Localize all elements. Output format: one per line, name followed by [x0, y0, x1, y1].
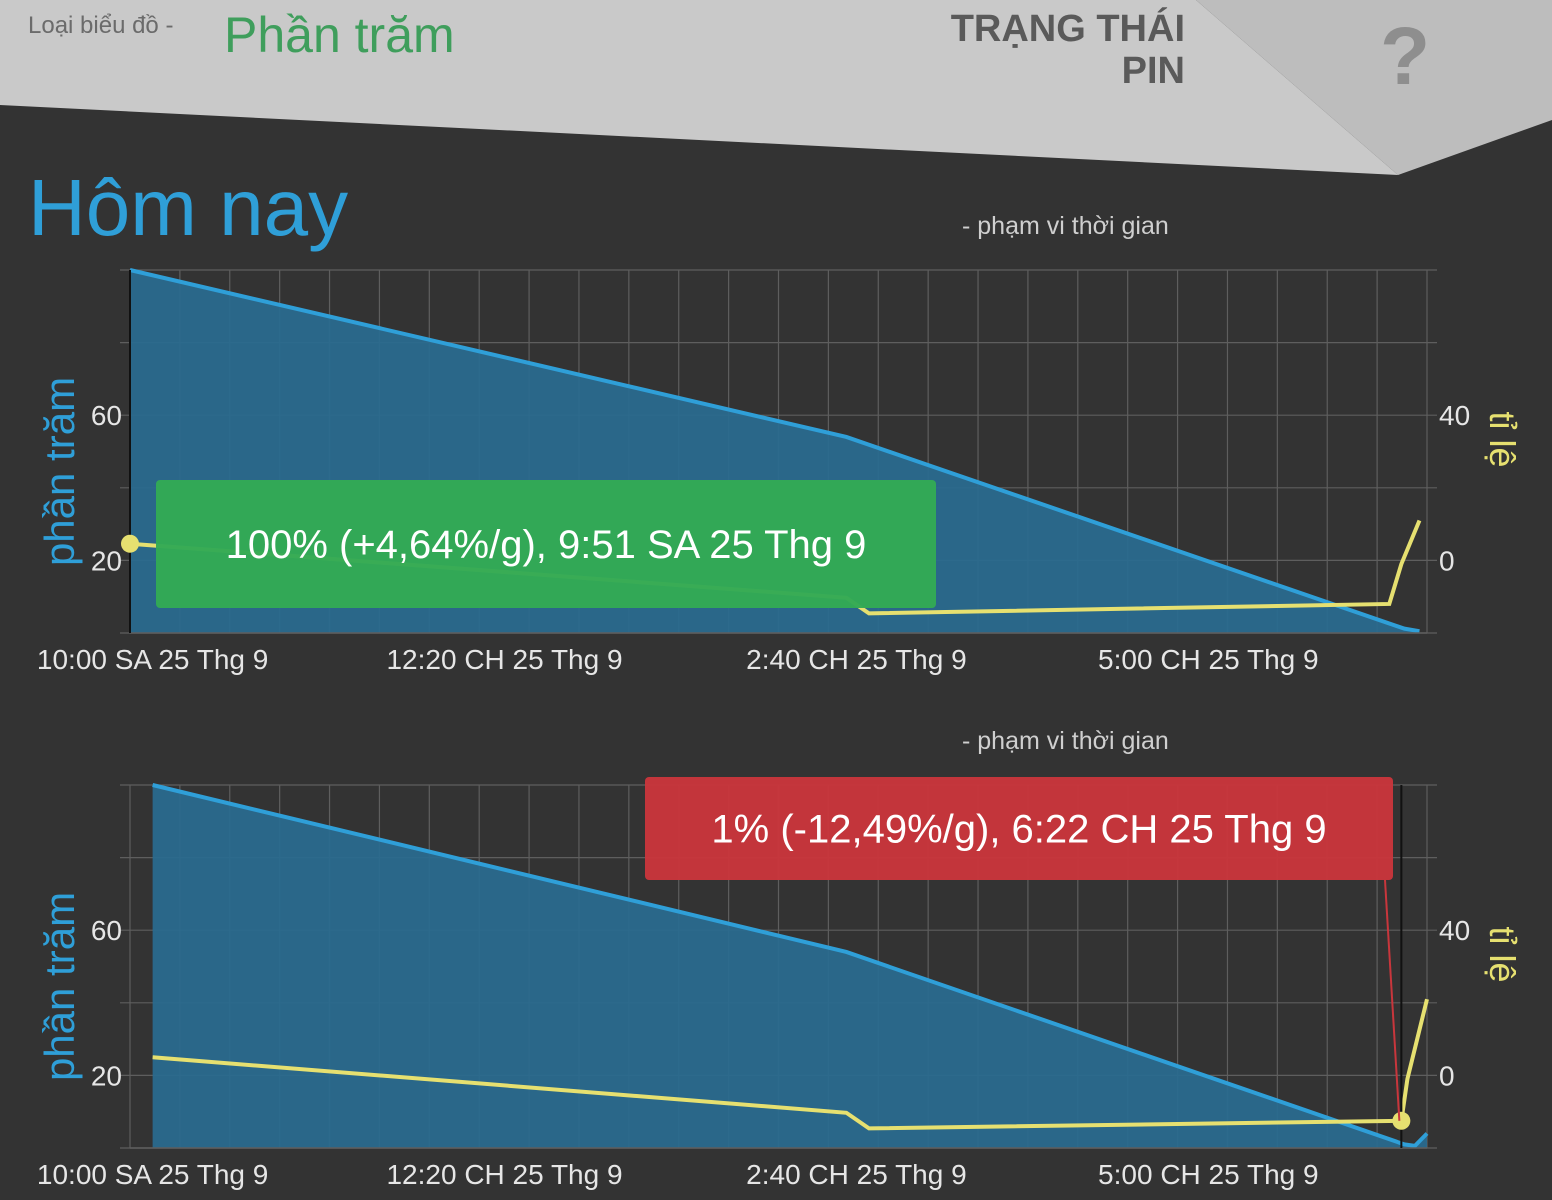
x-tick-label: 12:20 CH 25 Thg 9: [386, 644, 622, 675]
y-axis-label: phần trăm: [36, 892, 83, 1081]
chart-type-selector[interactable]: Phần trăm: [224, 7, 455, 63]
y2-tick-label: 0: [1439, 545, 1455, 576]
value-tooltip: 100% (+4,64%/g), 9:51 SA 25 Thg 9: [156, 480, 936, 608]
y-axis-label: phần trăm: [36, 377, 83, 566]
y2-axis-label: tỉ lệ: [1482, 411, 1523, 467]
tooltip-text: 100% (+4,64%/g), 9:51 SA 25 Thg 9: [226, 523, 867, 567]
percent-line: [129, 268, 1420, 634]
battery-chart-2[interactable]: 1% (-12,49%/g), 6:22 CH 25 Thg 9 10:00 SA…: [0, 765, 1552, 1200]
y-tick-label: 20: [91, 545, 122, 576]
time-range-button[interactable]: - phạm vi thời gian: [962, 727, 1169, 755]
x-tick-label: 10:00 SA 25 Thg 9: [37, 644, 268, 675]
percent-line: [152, 783, 1429, 1148]
battery-status-title: TRẠNG THÁI PIN: [950, 8, 1185, 92]
header-background: [0, 0, 1552, 175]
rate-line: [152, 998, 1429, 1131]
page-title: Hôm nay: [28, 163, 349, 252]
x-tick-label: 2:40 CH 25 Thg 9: [746, 1159, 967, 1190]
y2-tick-label: 40: [1439, 915, 1470, 946]
x-tick-label: 5:00 CH 25 Thg 9: [1098, 1159, 1319, 1190]
y2-axis-label: tỉ lệ: [1482, 926, 1523, 982]
y-tick-label: 60: [91, 400, 122, 431]
y-tick-label: 20: [91, 1060, 122, 1091]
y2-tick-label: 40: [1439, 400, 1470, 431]
x-tick-label: 12:20 CH 25 Thg 9: [386, 1159, 622, 1190]
y-tick-label: 60: [91, 915, 122, 946]
selected-point-marker[interactable]: [1392, 1111, 1411, 1130]
x-tick-label: 10:00 SA 25 Thg 9: [37, 1159, 268, 1190]
question-mark-icon[interactable]: ?: [1380, 11, 1431, 102]
battery-chart-1[interactable]: 100% (+4,64%/g), 9:51 SA 25 Thg 9 10:00 S…: [0, 250, 1552, 690]
time-range-button[interactable]: - phạm vi thời gian: [962, 212, 1169, 240]
value-tooltip: 1% (-12,49%/g), 6:22 CH 25 Thg 9: [645, 777, 1401, 1121]
tooltip-text: 1% (-12,49%/g), 6:22 CH 25 Thg 9: [711, 808, 1326, 852]
chart-type-label: Loại biểu đồ -: [28, 12, 174, 39]
x-tick-label: 2:40 CH 25 Thg 9: [746, 644, 967, 675]
y2-tick-label: 0: [1439, 1060, 1455, 1091]
selected-point-marker[interactable]: [121, 534, 139, 553]
x-tick-label: 5:00 CH 25 Thg 9: [1098, 644, 1319, 675]
percent-area: [152, 785, 1428, 1148]
